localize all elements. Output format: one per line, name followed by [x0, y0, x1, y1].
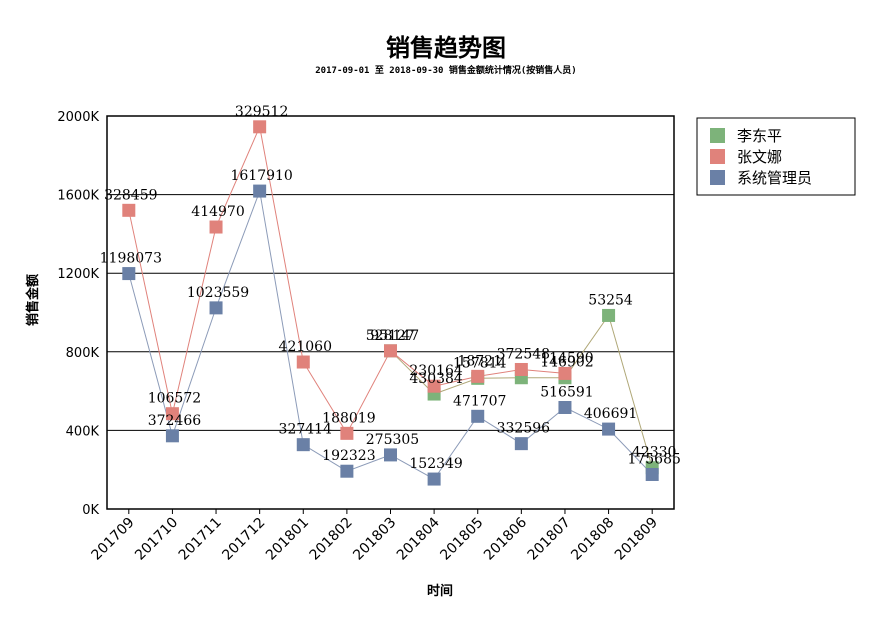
- data-label: 106572: [148, 391, 201, 407]
- data-label: 42330: [632, 445, 677, 461]
- data-point-1: [384, 344, 397, 358]
- data-point-2: [384, 448, 397, 462]
- data-point-2: [122, 267, 136, 281]
- y-tick-label: 800K: [66, 346, 100, 361]
- chart-subtitle: 2017-09-01 至 2018-09-30 销售金额统计情况(按销售人员): [315, 64, 576, 76]
- data-point-1: [165, 407, 179, 421]
- data-point-1: [296, 355, 310, 369]
- data-label: 18721: [457, 353, 502, 369]
- data-point-2: [340, 464, 354, 478]
- data-label: 95127: [370, 328, 415, 344]
- data-label: 1023559: [187, 285, 249, 301]
- legend-swatch: [710, 128, 725, 143]
- data-label: 528147: [366, 328, 419, 344]
- data-point-2: [645, 467, 659, 481]
- x-tick-label: 201804: [394, 514, 443, 563]
- data-point-1: [122, 203, 136, 217]
- data-point-2: [471, 409, 485, 423]
- x-tick-label: 201712: [219, 515, 268, 564]
- data-point-1: [558, 366, 572, 380]
- x-tick-label: 201808: [568, 515, 617, 564]
- data-label: 332596: [497, 421, 551, 437]
- data-label: 372466: [148, 413, 202, 429]
- x-tick-label: 201803: [350, 515, 399, 564]
- y-tick-label: 0K: [82, 503, 99, 518]
- x-tick-label: 201709: [89, 515, 138, 564]
- data-point-2: [514, 437, 528, 451]
- data-point-2: [296, 438, 310, 452]
- data-label: 329512: [235, 104, 288, 120]
- data-point-1: [514, 362, 528, 376]
- y-axis-title: 销售金额: [25, 274, 41, 326]
- x-tick-label: 201711: [176, 515, 225, 564]
- data-label: 230164: [409, 363, 463, 379]
- data-label: 406691: [584, 406, 637, 422]
- y-tick-label: 400K: [66, 424, 100, 439]
- data-label: 114590: [540, 350, 593, 366]
- data-point-1: [253, 120, 267, 134]
- chart-title: 销售趋势图: [386, 34, 506, 62]
- data-point-1: [209, 220, 223, 234]
- x-tick-label: 201801: [263, 515, 312, 564]
- y-tick-label: 1200K: [57, 267, 99, 282]
- data-label: 146902: [540, 355, 593, 371]
- data-label: 328459: [104, 187, 157, 203]
- data-label: 372548: [497, 346, 550, 362]
- y-tick-label: 2000K: [57, 110, 99, 125]
- data-label: 175685: [627, 451, 680, 467]
- data-label: 327414: [279, 422, 333, 438]
- data-point-2: [209, 301, 223, 315]
- data-point-1: [427, 379, 441, 393]
- series-line-1: [128, 125, 566, 435]
- data-label: 414970: [191, 204, 244, 220]
- data-point-2: [558, 400, 572, 414]
- x-tick-label: 201807: [525, 515, 574, 564]
- data-point-1: [471, 369, 485, 383]
- data-label: 53254: [588, 292, 633, 308]
- data-label: 157814: [453, 355, 507, 371]
- data-label: 1617910: [230, 168, 292, 184]
- data-label: 188019: [322, 410, 375, 426]
- data-point-2: [253, 184, 267, 198]
- data-label: 471707: [453, 393, 506, 409]
- legend-swatch: [710, 170, 725, 185]
- data-point-1: [340, 426, 354, 440]
- x-tick-label: 201806: [481, 514, 530, 563]
- legend-label: 张文娜: [737, 148, 782, 166]
- data-label: 516591: [540, 384, 593, 400]
- legend-label: 李东平: [737, 127, 782, 145]
- data-label: 1198073: [100, 251, 162, 267]
- data-label: 430384: [409, 371, 463, 387]
- x-tick-label: 201710: [132, 515, 181, 564]
- x-tick-label: 201805: [437, 515, 486, 564]
- data-label: 275305: [366, 432, 419, 448]
- legend-swatch: [710, 149, 725, 164]
- data-point-0: [602, 308, 616, 322]
- data-label: 152349: [409, 456, 462, 472]
- x-tick-label: 201802: [307, 515, 356, 564]
- legend-label: 系统管理员: [737, 169, 812, 187]
- x-tick-label: 201809: [612, 515, 661, 564]
- data-point-2: [427, 472, 441, 486]
- data-label: 192323: [322, 448, 375, 464]
- x-axis-title: 时间: [427, 583, 453, 599]
- data-label: 421060: [279, 339, 332, 355]
- data-point-2: [165, 429, 179, 443]
- data-point-2: [602, 422, 616, 436]
- y-tick-label: 1600K: [57, 189, 99, 204]
